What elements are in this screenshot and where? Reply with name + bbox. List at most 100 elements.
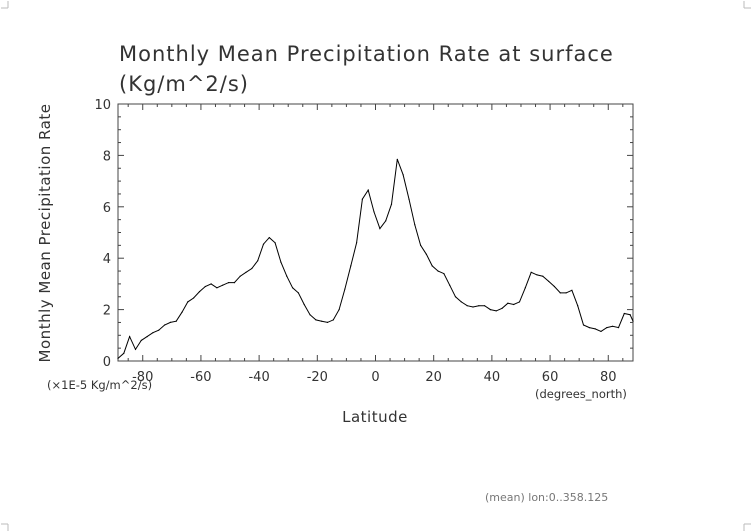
data-point (431, 265, 433, 267)
data-point (233, 282, 235, 284)
x-tick-label: -20 (307, 370, 328, 385)
data-point (489, 309, 491, 311)
data-point (181, 311, 183, 313)
x-tick-label: -40 (248, 370, 269, 385)
x-tick-label: 20 (425, 370, 442, 385)
data-point (472, 306, 474, 308)
data-point (594, 328, 596, 330)
data-point (548, 280, 550, 282)
data-point (210, 283, 212, 285)
x-tick-label: 0 (371, 370, 379, 385)
x-tick-label: -60 (190, 370, 211, 385)
data-point (123, 352, 125, 354)
y-tick-label: 2 (103, 304, 111, 319)
data-point (420, 244, 422, 246)
data-point (524, 287, 526, 289)
data-point (303, 303, 305, 306)
data-point (507, 302, 509, 304)
axis-ticks (118, 103, 633, 362)
data-point (571, 289, 573, 291)
data-point (338, 309, 340, 311)
data-point (344, 288, 346, 290)
data-point (315, 319, 317, 321)
data-point (268, 237, 270, 239)
data-point (577, 305, 579, 307)
data-point (129, 336, 131, 338)
x-axis-label: Latitude (342, 408, 408, 426)
data-point (280, 261, 282, 263)
x-tick-label: -80 (132, 370, 153, 385)
data-point (373, 211, 375, 213)
data-point (216, 287, 218, 289)
data-point (286, 275, 288, 277)
data-points (117, 158, 634, 359)
data-point (251, 267, 253, 270)
y-tick-label: 0 (103, 355, 111, 370)
data-point (460, 301, 462, 303)
x-units-label: (degrees_north) (535, 387, 627, 401)
data-point (414, 224, 416, 226)
y-axis-label: Monthly Mean Precipitation Rate (36, 104, 54, 363)
y-units-label: (×1E-5 Kg/m^2/s) (47, 378, 152, 392)
data-point (146, 336, 148, 338)
data-point (606, 327, 608, 329)
data-point (262, 243, 265, 245)
data-point (443, 273, 445, 275)
chart-subtitle: (Kg/m^2/s) (119, 72, 249, 96)
series-line (117, 159, 634, 359)
data-point (228, 282, 230, 284)
data-point (350, 265, 352, 267)
data-point (222, 284, 224, 286)
data-point (623, 312, 625, 315)
data-point (495, 310, 497, 312)
data-point (559, 292, 561, 294)
crop-mark-bottom-left (1, 523, 9, 531)
data-point (309, 314, 311, 316)
data-point (629, 314, 631, 316)
data-point (600, 330, 602, 332)
data-point (632, 320, 634, 322)
data-point (361, 198, 363, 200)
data-point (239, 275, 241, 277)
data-point (257, 260, 259, 262)
data-point (356, 242, 358, 244)
data-point (565, 292, 567, 294)
data-point (513, 303, 515, 306)
data-point (321, 320, 323, 322)
crop-mark-top-left (1, 1, 9, 9)
data-point (518, 301, 521, 303)
data-point (297, 292, 299, 294)
data-point (449, 284, 451, 286)
data-point (588, 327, 591, 329)
data-point (274, 242, 276, 244)
data-point (408, 198, 410, 200)
data-point (437, 270, 439, 272)
data-point (617, 327, 620, 329)
crop-mark-bottom-right (743, 523, 751, 531)
x-tick-label: 40 (484, 370, 501, 385)
data-point (390, 203, 393, 205)
data-point (582, 324, 585, 326)
x-tick-label: 80 (600, 370, 617, 385)
y-tick-label: 8 (103, 149, 111, 164)
data-point (198, 291, 201, 293)
data-point (484, 305, 486, 307)
chart-title: Monthly Mean Precipitation Rate at surfa… (119, 42, 614, 66)
data-point (175, 320, 177, 322)
data-point (379, 228, 381, 230)
data-point (542, 275, 544, 277)
data-point (553, 285, 556, 288)
data-point (425, 253, 427, 255)
data-point (530, 271, 532, 273)
data-point (402, 174, 404, 176)
data-point (193, 297, 195, 299)
data-point (169, 321, 171, 323)
data-point (385, 220, 387, 222)
data-point (332, 319, 334, 321)
data-point (536, 274, 538, 276)
footnote: (mean) lon:0..358.125 (485, 491, 608, 504)
data-point (292, 287, 294, 289)
y-tick-label: 4 (103, 252, 111, 267)
